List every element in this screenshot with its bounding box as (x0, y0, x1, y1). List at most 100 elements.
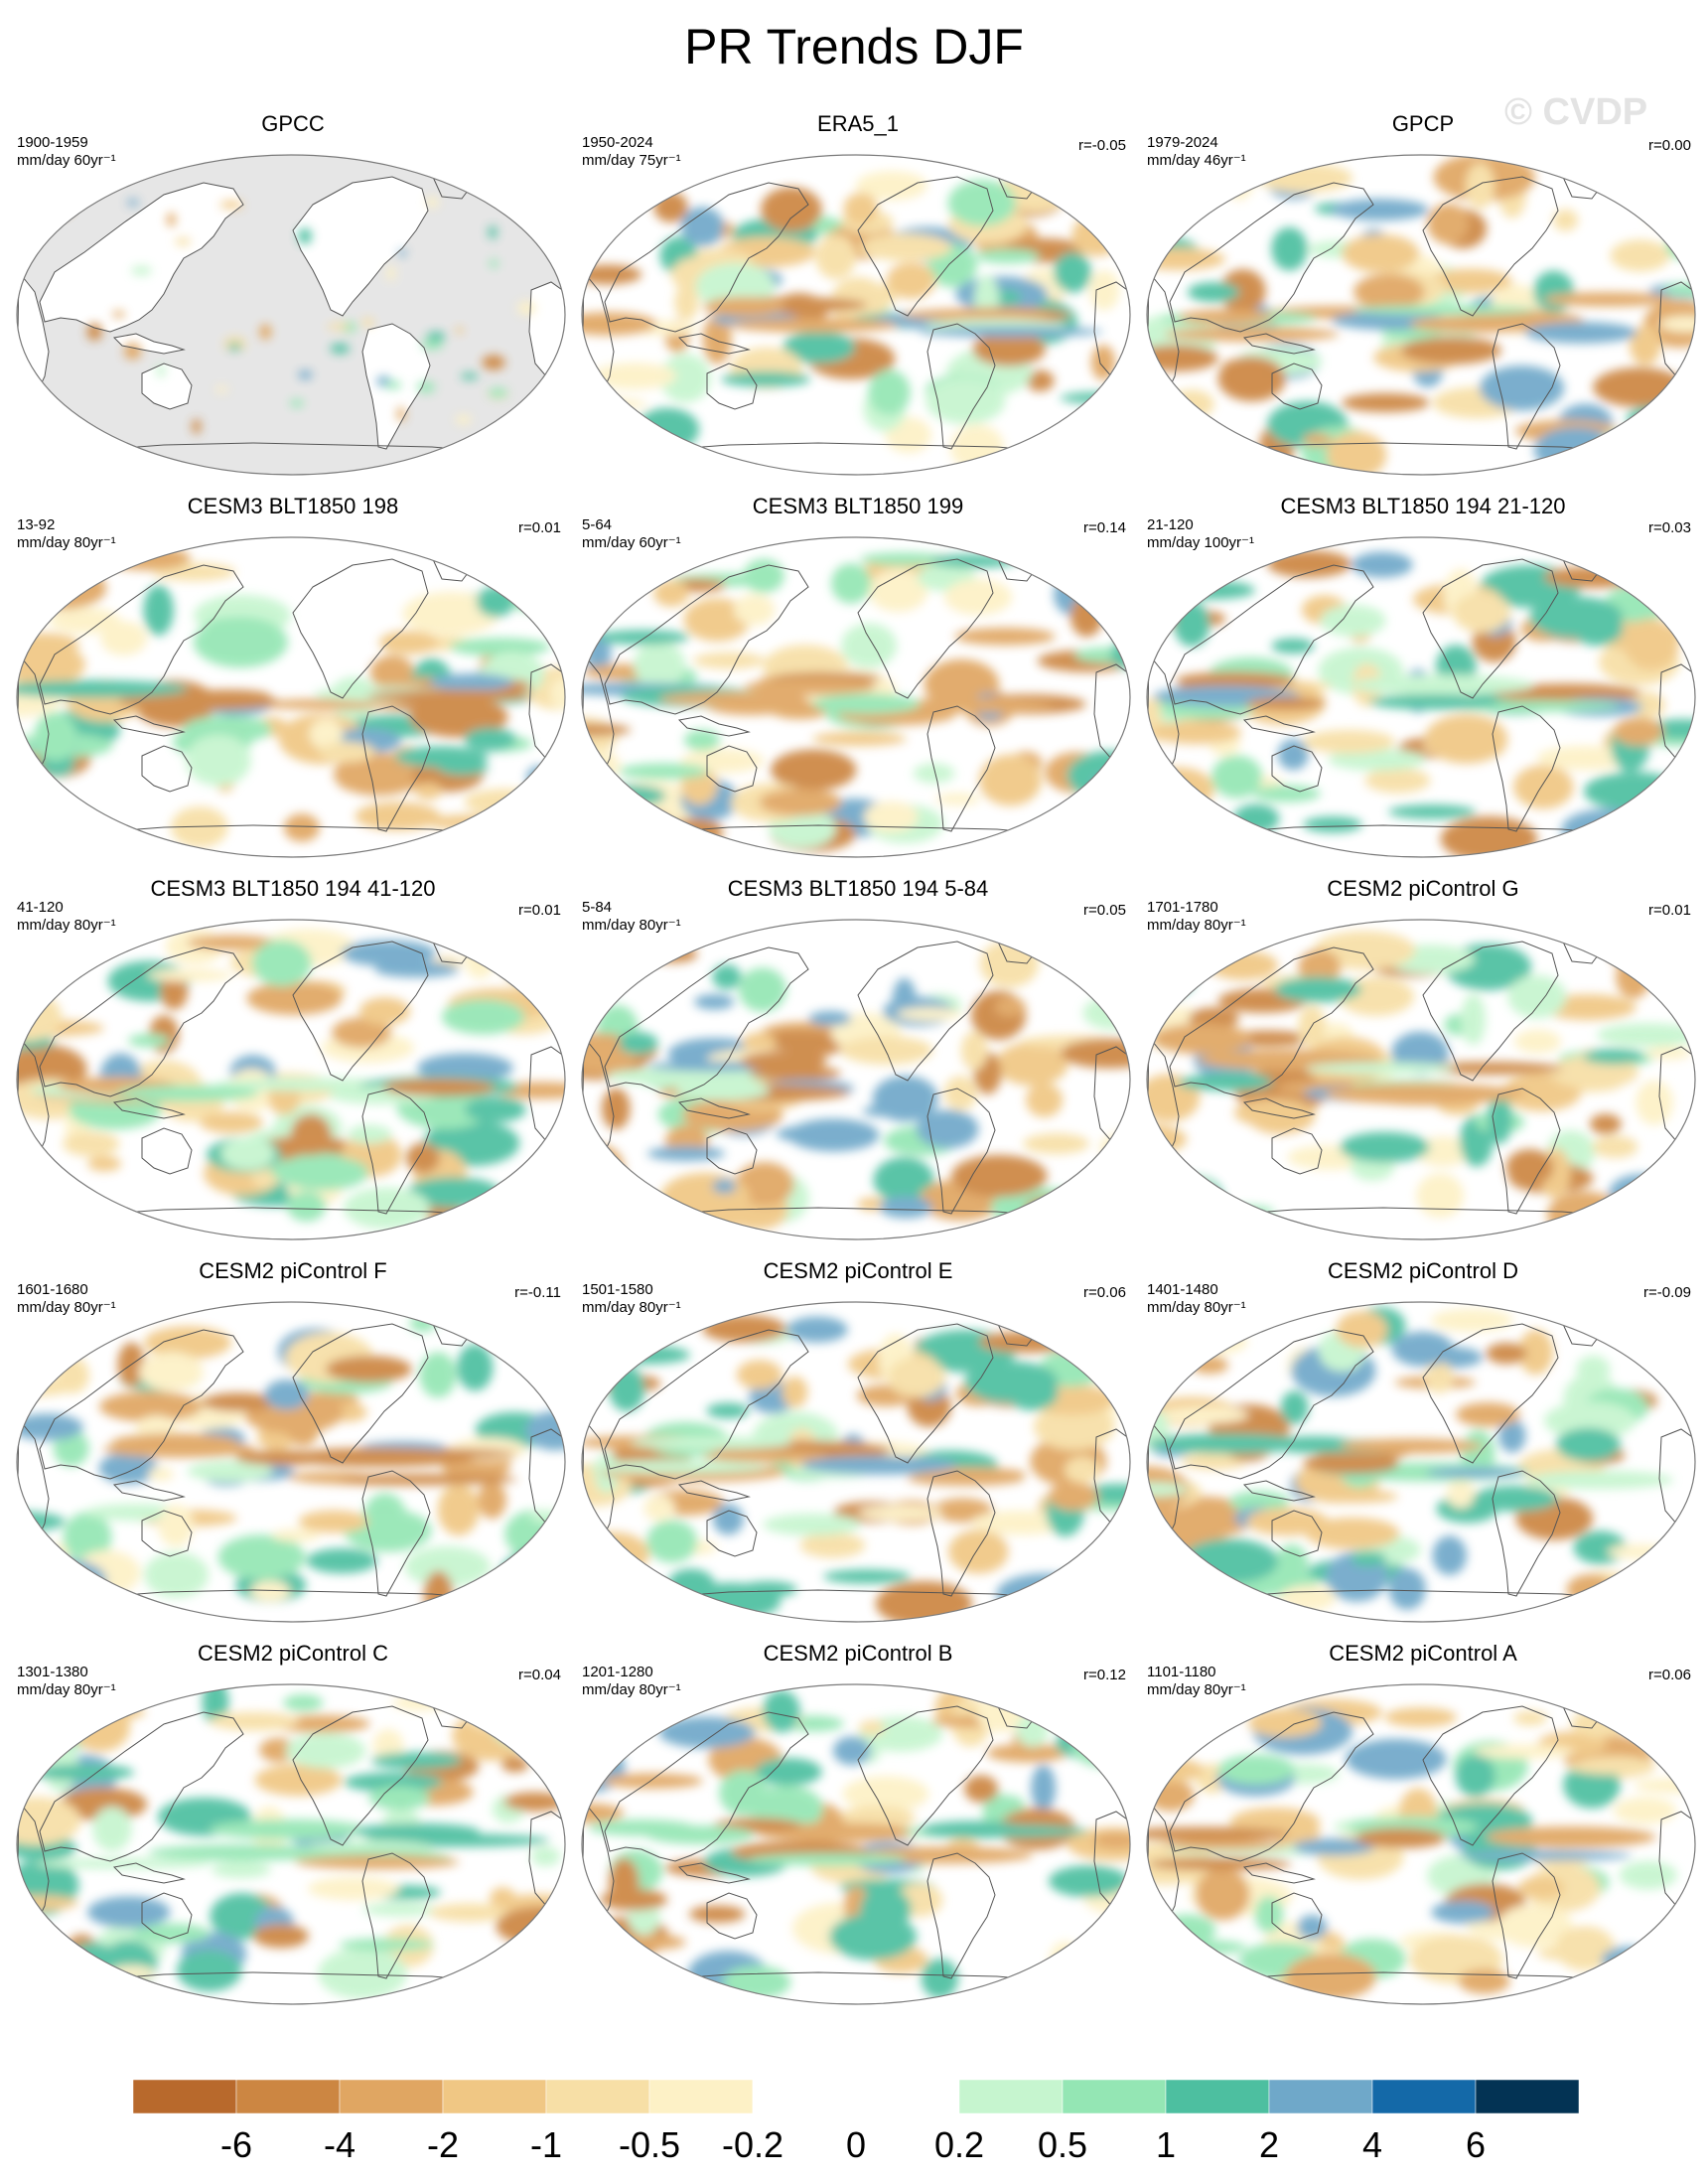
map-plot (1146, 919, 1696, 1240)
panel-units: mm/day 80yr⁻¹ (1147, 1299, 1246, 1316)
panel-units: mm/day 80yr⁻¹ (17, 534, 116, 551)
colorbar-swatch (752, 2079, 857, 2114)
map-border (1146, 1683, 1696, 2005)
panel-title: GPCP (1391, 111, 1455, 136)
panel-correlation: r=0.01 (518, 902, 561, 919)
colorbar-label: -0.2 (722, 2124, 783, 2165)
panel-period: 1601-1680 (17, 1281, 88, 1298)
panel-units: mm/day 75yr⁻¹ (582, 152, 681, 169)
panel-period: 1979-2024 (1147, 134, 1218, 151)
panel-title: ERA5_1 (817, 111, 899, 136)
colorbar-swatch (235, 2079, 341, 2114)
map-panel: CESM2 piControl F 1601-1680 mm/day 80yr⁻¹ r… (15, 1258, 571, 1626)
panel-period: 1101-1180 (1147, 1664, 1216, 1680)
panel-period: 1301-1380 (17, 1664, 88, 1680)
panel-period: 13-92 (17, 516, 56, 533)
panel-title: CESM3 BLT1850 198 (187, 494, 399, 518)
map-field (17, 155, 565, 475)
panel-title: CESM3 BLT1850 194 5-84 (727, 876, 989, 901)
panel-correlation: r=0.03 (1648, 519, 1691, 536)
panel-units: mm/day 80yr⁻¹ (582, 1299, 681, 1316)
map-panel: CESM3 BLT1850 198 13-92 mm/day 80yr⁻¹ r=0.0… (15, 494, 571, 861)
panel-correlation: r=0.01 (1648, 902, 1691, 919)
colorbar-label: 4 (1362, 2124, 1382, 2165)
map-border (581, 536, 1131, 858)
colorbar-swatch (1371, 2079, 1477, 2114)
map-field (1147, 1684, 1695, 2004)
map-field (582, 920, 1130, 1239)
panel-units: mm/day 80yr⁻¹ (17, 1681, 116, 1698)
panel-units: mm/day 46yr⁻¹ (1147, 152, 1246, 169)
colorbar-label: -6 (220, 2124, 252, 2165)
colorbar-label: -1 (530, 2124, 562, 2165)
map-border (16, 154, 566, 476)
colorbar-swatch (339, 2079, 444, 2114)
colorbar-label: 0.2 (934, 2124, 984, 2165)
colorbar-swatch (545, 2079, 650, 2114)
panel-title: CESM3 BLT1850 194 21-120 (1280, 494, 1566, 518)
panel-period: 1201-1280 (582, 1664, 653, 1680)
panel-title: CESM2 piControl F (199, 1258, 387, 1283)
map-border (1146, 919, 1696, 1240)
colorbar-label: -0.5 (619, 2124, 680, 2165)
map-field (17, 1302, 565, 1622)
map-plot (581, 919, 1131, 1240)
map-panel: CESM3 BLT1850 194 21-120 21-120 mm/day 100… (1145, 494, 1701, 861)
map-field (582, 1302, 1130, 1622)
colorbar-swatch (855, 2079, 960, 2114)
panel-correlation: r=0.14 (1083, 519, 1126, 536)
map-border (581, 1683, 1131, 2005)
map-border (1146, 1301, 1696, 1623)
panel-correlation: r=-0.09 (1643, 1284, 1691, 1301)
map-panel: GPCP 1979-2024 mm/day 46yr⁻¹ r=0.00 (1145, 111, 1701, 479)
map-plot (16, 919, 566, 1240)
watermark: © CVDP (1504, 91, 1648, 133)
map-plot (1146, 154, 1696, 476)
map-plot (581, 536, 1131, 858)
map-panel: CESM2 piControl B 1201-1280 mm/day 80yr⁻¹ r… (580, 1641, 1136, 2008)
map-panel: CESM3 BLT1850 194 5-84 5-84 mm/day 80yr⁻¹ r… (580, 876, 1136, 1243)
panel-period: 5-84 (582, 899, 613, 916)
map-panel: ERA5_1 1950-2024 mm/day 75yr⁻¹ r=-0.05 (580, 111, 1136, 479)
panel-correlation: r=0.06 (1648, 1667, 1691, 1683)
panel-correlation: r=0.05 (1083, 902, 1126, 919)
panel-units: mm/day 80yr⁻¹ (1147, 1681, 1246, 1698)
panel-units: mm/day 60yr⁻¹ (582, 534, 681, 551)
colorbar-swatch (958, 2079, 1064, 2114)
panel-period: 1900-1959 (17, 134, 88, 151)
colorbar-swatch (1475, 2079, 1579, 2114)
map-panel: CESM2 piControl E 1501-1580 mm/day 80yr⁻¹ r… (580, 1258, 1136, 1626)
map-panel: CESM2 piControl D 1401-1480 mm/day 80yr⁻¹ r… (1145, 1258, 1701, 1626)
panel-title: CESM2 piControl A (1329, 1641, 1517, 1666)
map-border (16, 536, 566, 858)
panel-correlation: r=0.12 (1083, 1667, 1126, 1683)
panel-units: mm/day 80yr⁻¹ (582, 917, 681, 934)
map-plot (16, 154, 566, 476)
map-border (581, 154, 1131, 476)
map-panel: CESM3 BLT1850 194 41-120 41-120 mm/day 80y… (15, 876, 571, 1243)
panel-period: 1401-1480 (1147, 1281, 1218, 1298)
colorbar: -6 -4 -2 -1 -0.5 -0.2 0 0.2 0.5 1 2 4 6 (133, 2079, 1579, 2165)
map-border (1146, 154, 1696, 476)
colorbar-label: 0 (846, 2124, 866, 2165)
map-field (1147, 920, 1695, 1239)
map-plot (16, 536, 566, 858)
colorbar-swatch (133, 2079, 237, 2114)
map-plot (1146, 1683, 1696, 2005)
panel-units: mm/day 80yr⁻¹ (582, 1681, 681, 1698)
figure-title: PR Trends DJF (684, 19, 1024, 74)
map-border (16, 1301, 566, 1623)
panel-correlation: r=0.06 (1083, 1284, 1126, 1301)
panel-period: 1701-1780 (1147, 899, 1218, 916)
map-field (17, 1684, 565, 2004)
panel-period: 41-120 (17, 899, 64, 916)
panel-title: CESM3 BLT1850 194 41-120 (150, 876, 436, 901)
map-plot (581, 154, 1131, 476)
panel-correlation: r=0.01 (518, 519, 561, 536)
panel-units: mm/day 100yr⁻¹ (1147, 534, 1254, 551)
panel-title: CESM3 BLT1850 199 (752, 494, 964, 518)
map-panel: CESM3 BLT1850 199 5-64 mm/day 60yr⁻¹ r=0.14 (580, 494, 1136, 861)
map-plot (1146, 1301, 1696, 1623)
colorbar-label: -2 (427, 2124, 459, 2165)
map-panel: CESM2 piControl G 1701-1780 mm/day 80yr⁻¹ r… (1145, 876, 1701, 1243)
